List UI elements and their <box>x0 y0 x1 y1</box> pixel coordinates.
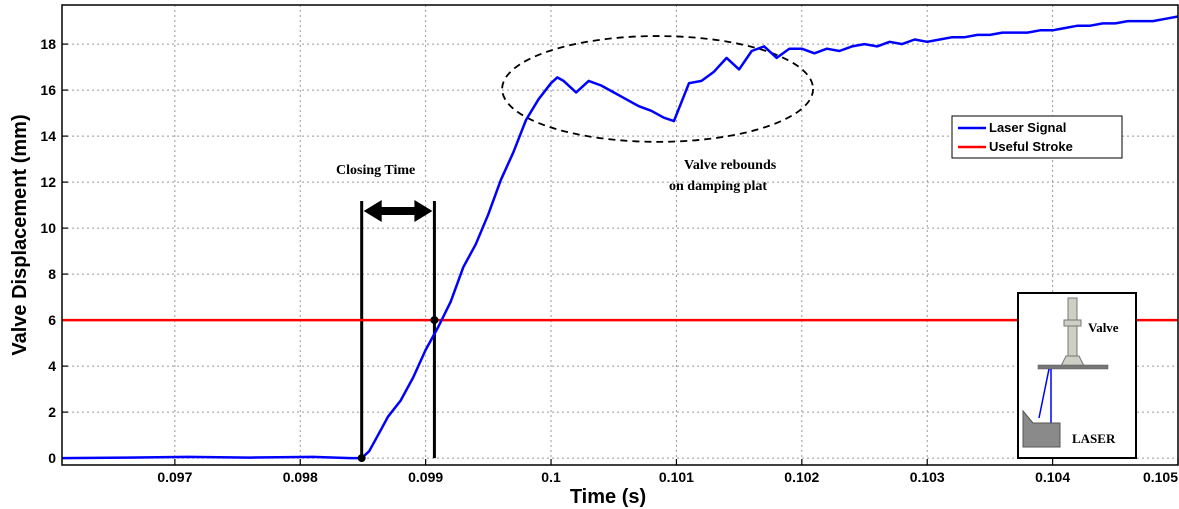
rebound-ellipse <box>501 35 815 143</box>
rebound-label-line2: on damping plat <box>669 179 767 194</box>
x-tick-label: 0.103 <box>910 469 945 485</box>
legend-box <box>951 115 1123 159</box>
laser-beam-icon <box>1038 368 1050 419</box>
y-tick-label: 2 <box>48 404 56 420</box>
valve-collar-icon <box>1063 319 1082 327</box>
x-tick-label: 0.101 <box>659 469 694 485</box>
plot-area <box>62 5 1178 465</box>
x-tick-label: 0.105 <box>1143 469 1178 485</box>
y-tick-label: 6 <box>48 312 56 328</box>
x-axis-label: Time (s) <box>570 486 646 508</box>
x-axis: 0.097 0.098 0.099 0.1 0.101 0.102 0.103 0.104 0.… <box>157 459 1179 485</box>
x-tick-label: 0.098 <box>283 469 318 485</box>
legend-label-laser-signal: Laser Signal <box>989 120 1066 135</box>
inset-diagram: Valve LASER <box>1017 292 1137 459</box>
closing-time-label: Closing Time <box>336 163 415 178</box>
closing-start-point <box>357 454 366 463</box>
x-tick-label: 0.099 <box>408 469 443 485</box>
y-tick-label: 8 <box>48 266 56 282</box>
valve-stem-icon <box>1067 297 1078 363</box>
x-tick-label: 0.097 <box>157 469 192 485</box>
plot-border <box>61 4 1179 466</box>
y-tick-label: 0 <box>48 450 56 466</box>
arrow-head-right-icon <box>414 200 433 222</box>
y-tick-label: 10 <box>40 220 56 236</box>
inset-laser-label: LASER <box>1072 431 1116 446</box>
y-tick-label: 12 <box>40 174 56 190</box>
damping-plate-icon <box>1037 364 1109 370</box>
y-tick-label: 4 <box>48 358 56 374</box>
x-tick-label: 0.104 <box>1035 469 1070 485</box>
legend: Laser Signal Useful Stroke <box>951 115 1123 159</box>
y-tick-label: 16 <box>40 82 56 98</box>
closing-time-arrow <box>363 200 433 222</box>
y-axis: 0 2 4 6 8 10 12 14 16 18 <box>40 36 68 466</box>
x-tick-label: 0.102 <box>784 469 819 485</box>
series-laser-signal-line <box>61 15 1179 460</box>
rebound-label-line1: Valve rebounds <box>684 158 777 173</box>
closing-end-point <box>430 316 439 325</box>
x-tick-label: 0.1 <box>541 469 561 485</box>
y-tick-label: 18 <box>40 36 56 52</box>
laser-device-icon <box>1022 409 1061 448</box>
legend-label-useful-stroke: Useful Stroke <box>989 139 1073 154</box>
y-axis-label: Valve Displacement (mm) <box>9 114 31 355</box>
arrow-head-left-icon <box>363 200 382 222</box>
inset-valve-label: Valve <box>1088 320 1119 335</box>
y-tick-label: 14 <box>40 128 56 144</box>
